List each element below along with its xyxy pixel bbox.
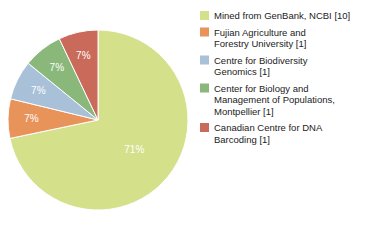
legend-label: Fujian Agriculture andForestry Universit… bbox=[214, 27, 306, 50]
data-label: 7% bbox=[31, 85, 46, 96]
legend: Mined from GenBank, NCBI [10] Fujian Agri… bbox=[200, 10, 350, 145]
legend-swatch bbox=[200, 123, 209, 132]
legend-label: Center for Biology andManagement of Popu… bbox=[214, 83, 335, 117]
legend-swatch bbox=[200, 84, 209, 93]
legend-swatch bbox=[200, 28, 209, 37]
data-label: 7% bbox=[24, 113, 39, 124]
chart: 71% 7% 7% 7% 7% Mined from GenBank, NCBI [10]… bbox=[0, 0, 380, 240]
legend-label: Centre for BiodiversityGenomics [1] bbox=[214, 55, 308, 78]
pie-labels: 71% 7% 7% 7% 7% bbox=[24, 50, 144, 155]
data-label: 7% bbox=[76, 50, 91, 61]
data-label: 71% bbox=[124, 144, 144, 155]
legend-label: Canadian Centre for DNABarcoding [1] bbox=[214, 122, 323, 145]
pie-slice bbox=[59, 30, 98, 120]
pie bbox=[8, 30, 188, 210]
data-label: 7% bbox=[50, 62, 65, 73]
pie-slice bbox=[10, 30, 188, 210]
legend-label: Mined from GenBank, NCBI [10] bbox=[214, 10, 350, 21]
legend-swatch bbox=[200, 56, 209, 65]
legend-swatch bbox=[200, 11, 209, 20]
